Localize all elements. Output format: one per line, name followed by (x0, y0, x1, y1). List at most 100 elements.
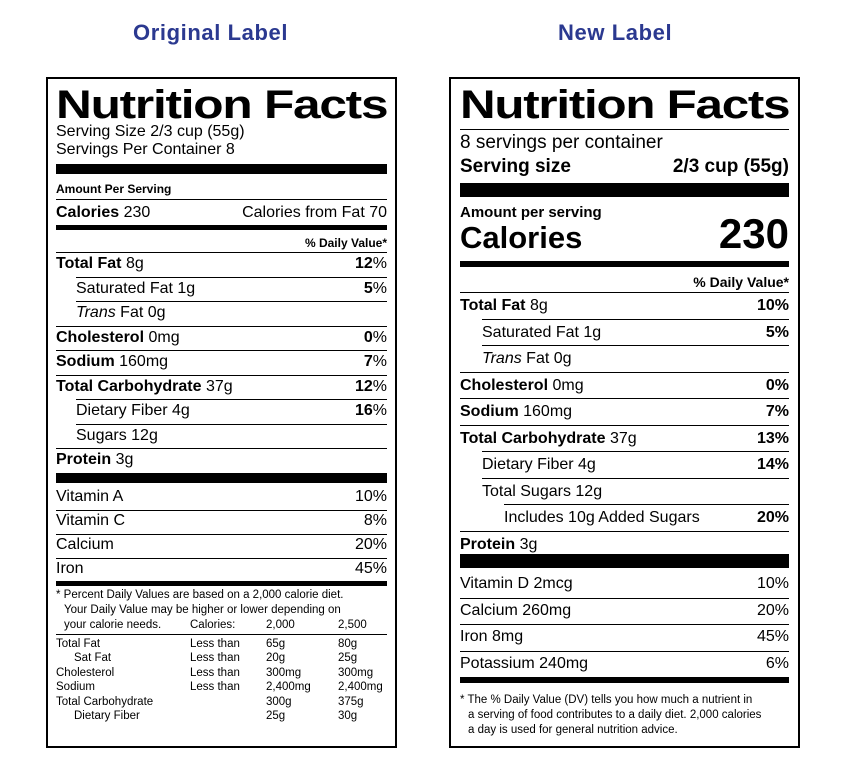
divider (482, 345, 789, 346)
nutrient-name: Sugars (76, 426, 127, 444)
new-nutrition-label: Nutrition Facts 8 servings per container… (449, 77, 800, 748)
original-servings-per-container: Servings Per Container 8 (56, 141, 235, 158)
table-row: Dietary Fiber 4g (76, 402, 190, 420)
nutrient-amount: 37g (609, 429, 637, 447)
reference-nutrient: Sat Fat (74, 652, 112, 664)
calories-value: 230 (123, 204, 151, 221)
nutrient-daily-value: 7% (765, 403, 789, 420)
reference-2500: 2,400mg (338, 681, 383, 693)
calories-column-label: Calories: (190, 618, 236, 631)
table-row: Total Fat 8g (460, 297, 548, 315)
table-row: Includes 10g Added Sugars (504, 509, 700, 527)
reference-nutrient: Total Carbohydrate (56, 695, 154, 708)
nutrient-amount: 1g (583, 323, 602, 341)
nutrient-amount: 0g (147, 304, 166, 321)
table-row: Cholesterol 0mg (56, 329, 180, 347)
table-row: Protein 3g (460, 536, 537, 554)
reference-2500: 25g (338, 652, 358, 664)
calories-label: Calories (56, 204, 120, 221)
dv-number: 7 (363, 353, 373, 370)
nutrient-amount: 12g (575, 482, 603, 500)
nutrient-amount: 3g (115, 451, 134, 468)
nutrient-name: Saturated Fat (76, 279, 173, 297)
reference-comparison: Less than (190, 652, 240, 664)
nutrient-name: Sodium (56, 353, 115, 370)
nutrient-name: Total Carbohydrate (460, 429, 606, 447)
reference-2000: 65g (266, 637, 286, 650)
column-2500: 2,500 (338, 618, 367, 631)
nutrient-amount: 3g (519, 535, 538, 553)
divider (56, 325, 387, 327)
table-row: Dietary Fiber 4g (482, 456, 596, 474)
divider (76, 423, 387, 425)
nutrient-name: Protein (56, 451, 112, 468)
nutrient-daily-value: 12% (355, 378, 387, 396)
vitamin-name: Calcium (56, 535, 114, 553)
vitamin-name: Potassium 240mg (460, 654, 589, 672)
vitamin-daily-value: 45% (354, 559, 387, 577)
nutrient-name: Total Sugars (482, 482, 571, 500)
table-row: Sugars 12g (76, 427, 158, 445)
vitamin-name: Calcium 260mg (460, 601, 572, 619)
medium-divider (56, 580, 387, 586)
nutrient-amount: 160mg (119, 353, 169, 370)
new-amount-per-serving: Amount per serving (460, 204, 602, 221)
nutrient-amount: 4g (578, 456, 596, 473)
nutrient-name: Dietary Fiber (482, 456, 574, 473)
new-serving-size-value: 2/3 cup (55g) (672, 156, 789, 177)
reference-comparison: Less than (190, 637, 240, 650)
original-title: Nutrition Facts (56, 83, 389, 127)
nutrient-name: Cholesterol (460, 376, 549, 394)
divider (460, 597, 789, 599)
nutrient-amount: 37g (205, 377, 233, 395)
nutrient-amount: 8g (125, 255, 144, 272)
nutrient-daily-value: 7% (364, 353, 387, 371)
medium-divider (56, 225, 387, 230)
nutrient-name: Cholesterol (56, 328, 145, 346)
nutrient-name: Trans (482, 350, 522, 367)
footnote-line: a serving of food contributes to a daily… (468, 709, 762, 721)
footnote-line: Your Daily Value may be higher or lower … (64, 603, 341, 616)
nutrient-name: Total Fat (460, 297, 526, 314)
nutrient-name: Includes 10g Added Sugars (504, 509, 700, 526)
divider (460, 650, 789, 652)
divider (460, 624, 789, 625)
medium-divider (460, 261, 789, 267)
original-dv-header: % Daily Value* (304, 236, 387, 250)
vitamin-daily-value: 6% (765, 654, 789, 672)
percent-sign: % (372, 353, 387, 370)
nutrient-daily-value: 20% (756, 509, 789, 526)
nutrient-daily-value: 10% (756, 297, 789, 314)
footnote-line: your calorie needs. (64, 618, 162, 631)
table-row: Cholesterol 0mg (460, 377, 584, 395)
reference-comparison: Less than (190, 666, 240, 679)
nutrient-daily-value: 5% (364, 280, 387, 298)
divider (56, 557, 387, 559)
nutrient-amount: 12g (131, 426, 158, 444)
divider (504, 504, 789, 505)
vitamin-daily-value: 20% (756, 601, 789, 619)
dv-number: 12 (354, 377, 373, 395)
divider (76, 399, 387, 400)
dv-number: 12 (354, 255, 373, 272)
table-row: Trans Fat 0g (76, 304, 166, 322)
medium-divider (460, 677, 789, 683)
table-row: Saturated Fat 1g (482, 324, 601, 342)
divider (460, 292, 789, 293)
vitamin-name: Vitamin C (56, 511, 126, 529)
new-serving-size-label: Serving size (460, 156, 571, 177)
percent-sign: % (372, 279, 387, 297)
thick-divider (460, 183, 789, 197)
vitamin-daily-value: 8% (363, 511, 387, 529)
nutrient-name: Dietary Fiber (76, 402, 168, 419)
reference-2000: 2,400mg (266, 681, 311, 693)
table-row: Total Carbohydrate 37g (56, 378, 233, 396)
divider (460, 398, 789, 399)
divider (56, 633, 387, 635)
vitamin-daily-value: 45% (756, 628, 789, 645)
nutrient-name: Trans (76, 304, 116, 321)
reference-2000: 300g (266, 695, 292, 708)
nutrient-daily-value: 12% (355, 255, 387, 273)
nutrient-name: Saturated Fat (482, 323, 579, 341)
divider (56, 252, 387, 253)
